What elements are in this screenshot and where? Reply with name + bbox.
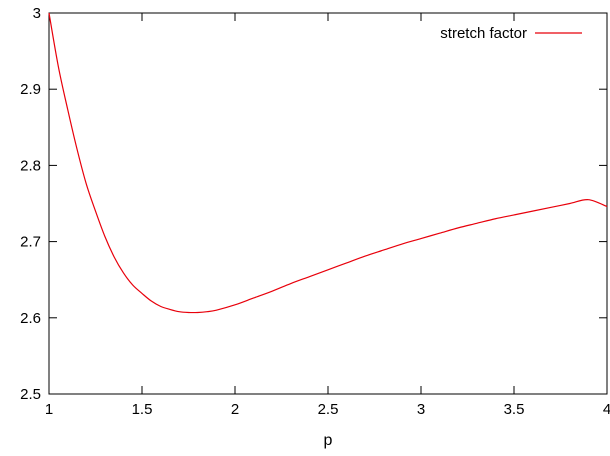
- series-group: [48, 12, 608, 314]
- legend-label: stretch factor: [440, 25, 527, 42]
- legend: stretch factor: [440, 25, 582, 42]
- series-line: [48, 12, 608, 314]
- x-tick-label: 1: [45, 401, 53, 418]
- x-axis-label: p: [324, 432, 333, 449]
- x-tick-label: 2.5: [318, 401, 339, 418]
- plot-area: [48, 12, 608, 395]
- y-axis: 2.5 2.6 2.7 2.8 2.9 3: [20, 5, 607, 403]
- y-tick-label: 2.9: [20, 81, 41, 98]
- y-tick-label: 3: [33, 5, 41, 22]
- plot-frame: [48, 12, 608, 395]
- x-tick-label: 2: [231, 401, 239, 418]
- x-tick-label: 3: [417, 401, 425, 418]
- y-tick-label: 2.7: [20, 234, 41, 251]
- y-tick-label: 2.5: [20, 386, 41, 403]
- y-tick-label: 2.6: [20, 310, 41, 327]
- y-tick-label: 2.8: [20, 157, 41, 174]
- x-axis: 1 1.5 2 2.5 3 3.5 4: [45, 13, 610, 418]
- x-tick-label: 3.5: [504, 401, 525, 418]
- x-tick-label: 4: [603, 401, 610, 418]
- x-tick-label: 1.5: [132, 401, 153, 418]
